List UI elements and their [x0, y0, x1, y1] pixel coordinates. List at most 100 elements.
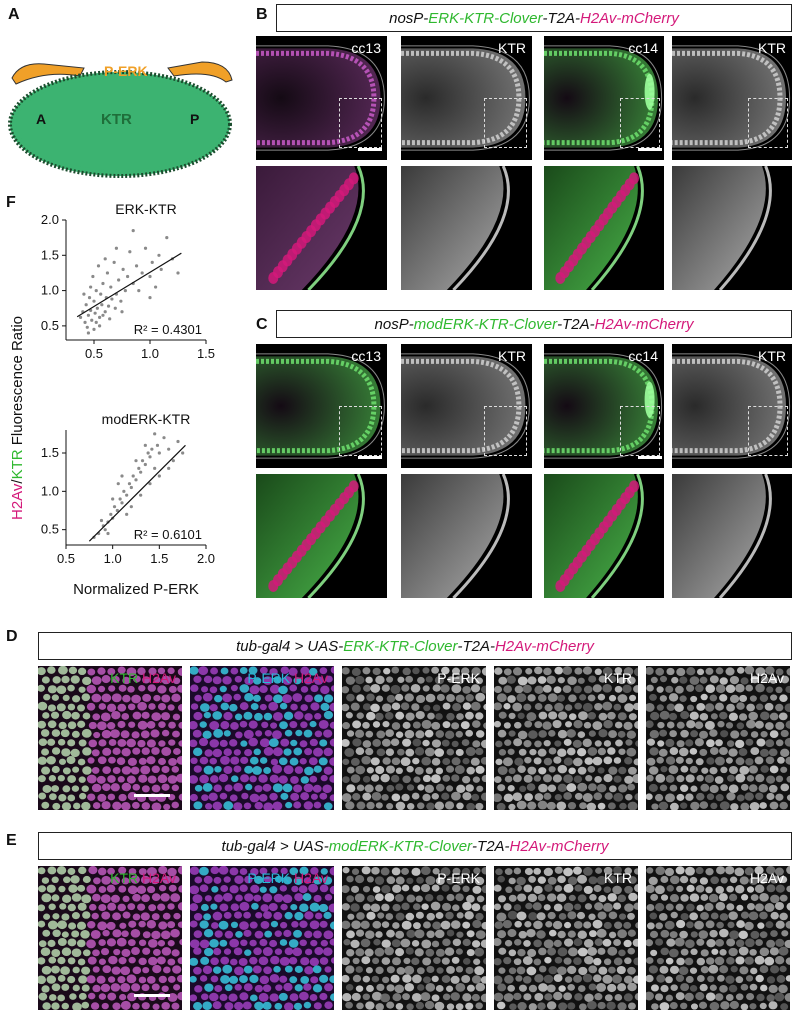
header-text-part: -T2A- — [457, 637, 495, 655]
scatter-point — [128, 250, 132, 254]
panel-d-header: tub-gal4 > UAS- ERK-KTR-Clover -T2A- H2Av-m… — [38, 632, 792, 660]
scatter-point — [131, 228, 135, 233]
panel-b-header: nosP- ERK-KTR-Clover -T2A- H2Av-mCherry — [276, 4, 792, 32]
tissue-image-e-2: P-ERK H2Av — [190, 866, 334, 1010]
scatter-point — [92, 327, 96, 332]
scatter-point — [127, 482, 132, 486]
scatter-point — [112, 260, 116, 264]
channel-label-part: P-ERK — [247, 870, 291, 886]
scale-bar — [134, 794, 170, 797]
r-squared-label: R² = 0.4301 — [134, 322, 202, 337]
image-channel-label: cc14 — [628, 40, 658, 56]
image-channel-label: KTR H2Av — [110, 670, 176, 686]
scatter-point — [131, 474, 135, 478]
scatter-point — [103, 528, 107, 532]
scatter-point — [117, 278, 121, 282]
scatter-point — [134, 478, 138, 482]
perk-posterior-cap — [167, 61, 233, 83]
embryo-interior — [16, 78, 224, 170]
scatter-point — [148, 274, 152, 279]
image-channel-label: KTR — [498, 40, 526, 56]
panel-label-f: F — [6, 194, 16, 211]
scatter-point — [181, 451, 185, 455]
scatter-point — [126, 274, 130, 279]
scatter-point — [82, 292, 86, 296]
channel-label-part: H2Av — [142, 670, 176, 686]
scatter-point — [134, 264, 139, 268]
x-tick-label: 1.5 — [150, 551, 168, 566]
scatter-point — [91, 274, 95, 279]
scatter-point — [148, 455, 152, 459]
shared-y-axis-label: H2Av/KTR Fluorescence Ratio — [9, 316, 26, 520]
embryo-overview-c-4: KTR — [672, 344, 792, 468]
scatter-point — [103, 310, 107, 314]
scatter-point — [139, 493, 143, 497]
y-tick-label: 0.5 — [41, 318, 59, 333]
channel-label-part: P-ERK — [247, 670, 291, 686]
scatter-point — [143, 246, 148, 250]
scatter-point — [167, 466, 171, 470]
scatter-point — [119, 299, 123, 303]
scatter-point — [143, 462, 147, 467]
scatter-point — [140, 459, 145, 463]
y-tick-label: 1.5 — [41, 247, 59, 262]
regression-line — [76, 252, 182, 318]
header-text-part: H2Av-mCherry — [509, 837, 609, 855]
scatter-point — [111, 497, 115, 501]
channel-label-part: P-ERK — [437, 870, 480, 886]
header-text-part: -T2A- — [542, 9, 580, 27]
x-tick-label: 1.0 — [104, 551, 122, 566]
channel-label-part: H2Av — [294, 870, 328, 886]
image-channel-label: cc13 — [351, 40, 381, 56]
scatter-point — [148, 296, 152, 300]
scatter-point — [137, 288, 141, 293]
scatter-point — [96, 264, 101, 268]
scatter-point — [157, 253, 161, 257]
embryo-zoom-c-4 — [672, 474, 792, 598]
scatter-point — [157, 474, 161, 478]
tissue-image-e-1: KTR H2Av — [38, 866, 182, 1010]
header-text-part: ERK-KTR-Clover — [428, 9, 543, 27]
zoom-region-box — [619, 98, 660, 148]
scatter-point — [122, 489, 126, 493]
scatter-point — [153, 466, 157, 470]
tissue-image-d-3: P-ERK — [342, 666, 486, 810]
scatter-point — [120, 501, 124, 505]
zoom-region-box — [747, 406, 788, 456]
scatter-point — [94, 288, 98, 293]
scatter-point — [137, 466, 141, 470]
header-text-part: H2Av-mCherry — [579, 9, 679, 27]
scatter-point — [118, 497, 122, 501]
embryo-zoom-b-3 — [544, 166, 664, 290]
scatter-point — [94, 320, 98, 324]
image-channel-label: H2Av — [750, 870, 784, 886]
scale-bar — [134, 994, 170, 997]
scatter-point — [93, 311, 97, 315]
panel-e-header: tub-gal4 > UAS-modERK-KTR-Clover -T2A- H2A… — [38, 832, 792, 860]
image-channel-label: KTR — [758, 40, 786, 56]
embryo-schematic: P-ERK A KTR P — [8, 61, 233, 178]
scale-bar — [358, 456, 383, 459]
embryo-overview-b-3: cc14 — [544, 36, 664, 160]
scale-bar — [637, 148, 662, 151]
channel-label-part: P-ERK — [437, 670, 480, 686]
image-channel-label: KTR — [758, 348, 786, 364]
embryo-overview-b-2: KTR — [401, 36, 532, 160]
embryo-overview-b-1: cc13 — [256, 36, 387, 160]
scatter-point — [125, 512, 129, 516]
channel-label-part: KTR — [110, 870, 139, 886]
scatter-point — [155, 443, 160, 447]
scatter-point — [87, 296, 92, 300]
image-channel-label: P-ERK — [437, 670, 480, 686]
panel-label-c: C — [256, 316, 268, 333]
image-channel-label: KTR — [498, 348, 526, 364]
scatter-point — [86, 331, 90, 335]
zoom-region-box — [619, 406, 660, 456]
y-axis-label-part: H2Av — [9, 483, 26, 520]
header-text-part: modERK-KTR-Clover — [413, 315, 558, 333]
tissue-image-d-2: P-ERK H2Av — [190, 666, 334, 810]
x-tick-label: 0.5 — [57, 551, 75, 566]
scatter-point — [100, 303, 104, 307]
scatter-point — [157, 451, 161, 455]
scatter-point — [120, 310, 124, 314]
